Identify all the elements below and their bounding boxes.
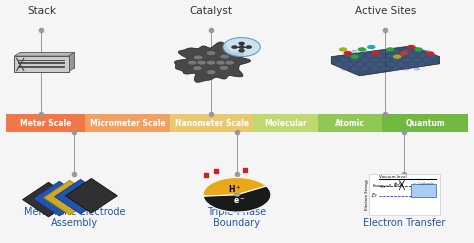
Circle shape: [225, 60, 235, 65]
Text: $\phi_eV$: $\phi_eV$: [393, 180, 404, 189]
Polygon shape: [174, 42, 251, 82]
Text: Energy=0: Energy=0: [373, 184, 392, 188]
Circle shape: [351, 54, 359, 59]
Text: Catalyst: Catalyst: [190, 6, 233, 16]
Polygon shape: [65, 178, 117, 213]
Circle shape: [238, 42, 245, 45]
Circle shape: [372, 51, 380, 55]
FancyBboxPatch shape: [18, 66, 65, 68]
FancyBboxPatch shape: [369, 174, 440, 215]
Text: Meter Scale: Meter Scale: [19, 119, 71, 128]
Text: + Cathode: + Cathode: [413, 182, 434, 186]
Circle shape: [223, 38, 260, 57]
Text: Micrometer Scale: Micrometer Scale: [90, 119, 165, 128]
Polygon shape: [34, 181, 85, 216]
Text: e$^-$: e$^-$: [233, 196, 246, 206]
Text: Vacuum level: Vacuum level: [379, 174, 406, 179]
Circle shape: [216, 60, 225, 65]
Bar: [318, 114, 383, 132]
Circle shape: [344, 51, 352, 55]
Circle shape: [357, 47, 366, 52]
Circle shape: [234, 193, 240, 196]
Circle shape: [414, 47, 423, 52]
Circle shape: [231, 45, 237, 49]
Circle shape: [206, 70, 216, 75]
FancyBboxPatch shape: [18, 60, 65, 61]
Circle shape: [386, 47, 394, 52]
Circle shape: [193, 66, 202, 71]
Circle shape: [197, 60, 206, 65]
Text: Molecular: Molecular: [264, 119, 307, 128]
Text: H$^+$: H$^+$: [228, 183, 241, 195]
Circle shape: [193, 55, 203, 60]
Circle shape: [206, 51, 216, 56]
Text: Membrane Electrode
Assembly: Membrane Electrode Assembly: [24, 207, 125, 228]
Bar: [84, 114, 170, 132]
Bar: [383, 114, 468, 132]
Text: Electron Energy: Electron Energy: [365, 179, 369, 210]
Bar: [6, 114, 84, 132]
Polygon shape: [14, 52, 74, 56]
Circle shape: [400, 51, 409, 55]
Polygon shape: [44, 180, 96, 215]
Bar: [253, 114, 318, 132]
Text: Quantum: Quantum: [405, 119, 445, 128]
Polygon shape: [69, 52, 74, 72]
Text: Atomic: Atomic: [335, 119, 365, 128]
Polygon shape: [23, 182, 74, 217]
Text: Stack: Stack: [27, 6, 56, 16]
Bar: [170, 114, 253, 132]
Circle shape: [426, 51, 435, 56]
Circle shape: [206, 60, 216, 65]
Circle shape: [339, 47, 347, 52]
Text: Electron Transfer: Electron Transfer: [363, 218, 446, 228]
FancyBboxPatch shape: [18, 62, 65, 64]
Text: $E_F$: $E_F$: [371, 191, 378, 200]
Circle shape: [393, 54, 401, 59]
Circle shape: [246, 45, 252, 49]
Circle shape: [219, 65, 229, 70]
Circle shape: [220, 54, 229, 59]
Text: Nanometer Scale: Nanometer Scale: [174, 119, 249, 128]
FancyBboxPatch shape: [14, 56, 69, 72]
Wedge shape: [203, 186, 271, 212]
Polygon shape: [55, 179, 107, 214]
Circle shape: [238, 45, 245, 49]
Wedge shape: [203, 177, 266, 196]
FancyBboxPatch shape: [20, 52, 74, 68]
Circle shape: [188, 60, 197, 65]
Bar: [411, 184, 436, 197]
Circle shape: [238, 49, 245, 52]
Polygon shape: [331, 46, 439, 76]
Text: Triple-Phase
Boundary: Triple-Phase Boundary: [208, 207, 266, 228]
Circle shape: [367, 45, 375, 49]
Circle shape: [203, 177, 271, 212]
Circle shape: [407, 45, 416, 49]
Text: Active Sites: Active Sites: [355, 6, 416, 16]
